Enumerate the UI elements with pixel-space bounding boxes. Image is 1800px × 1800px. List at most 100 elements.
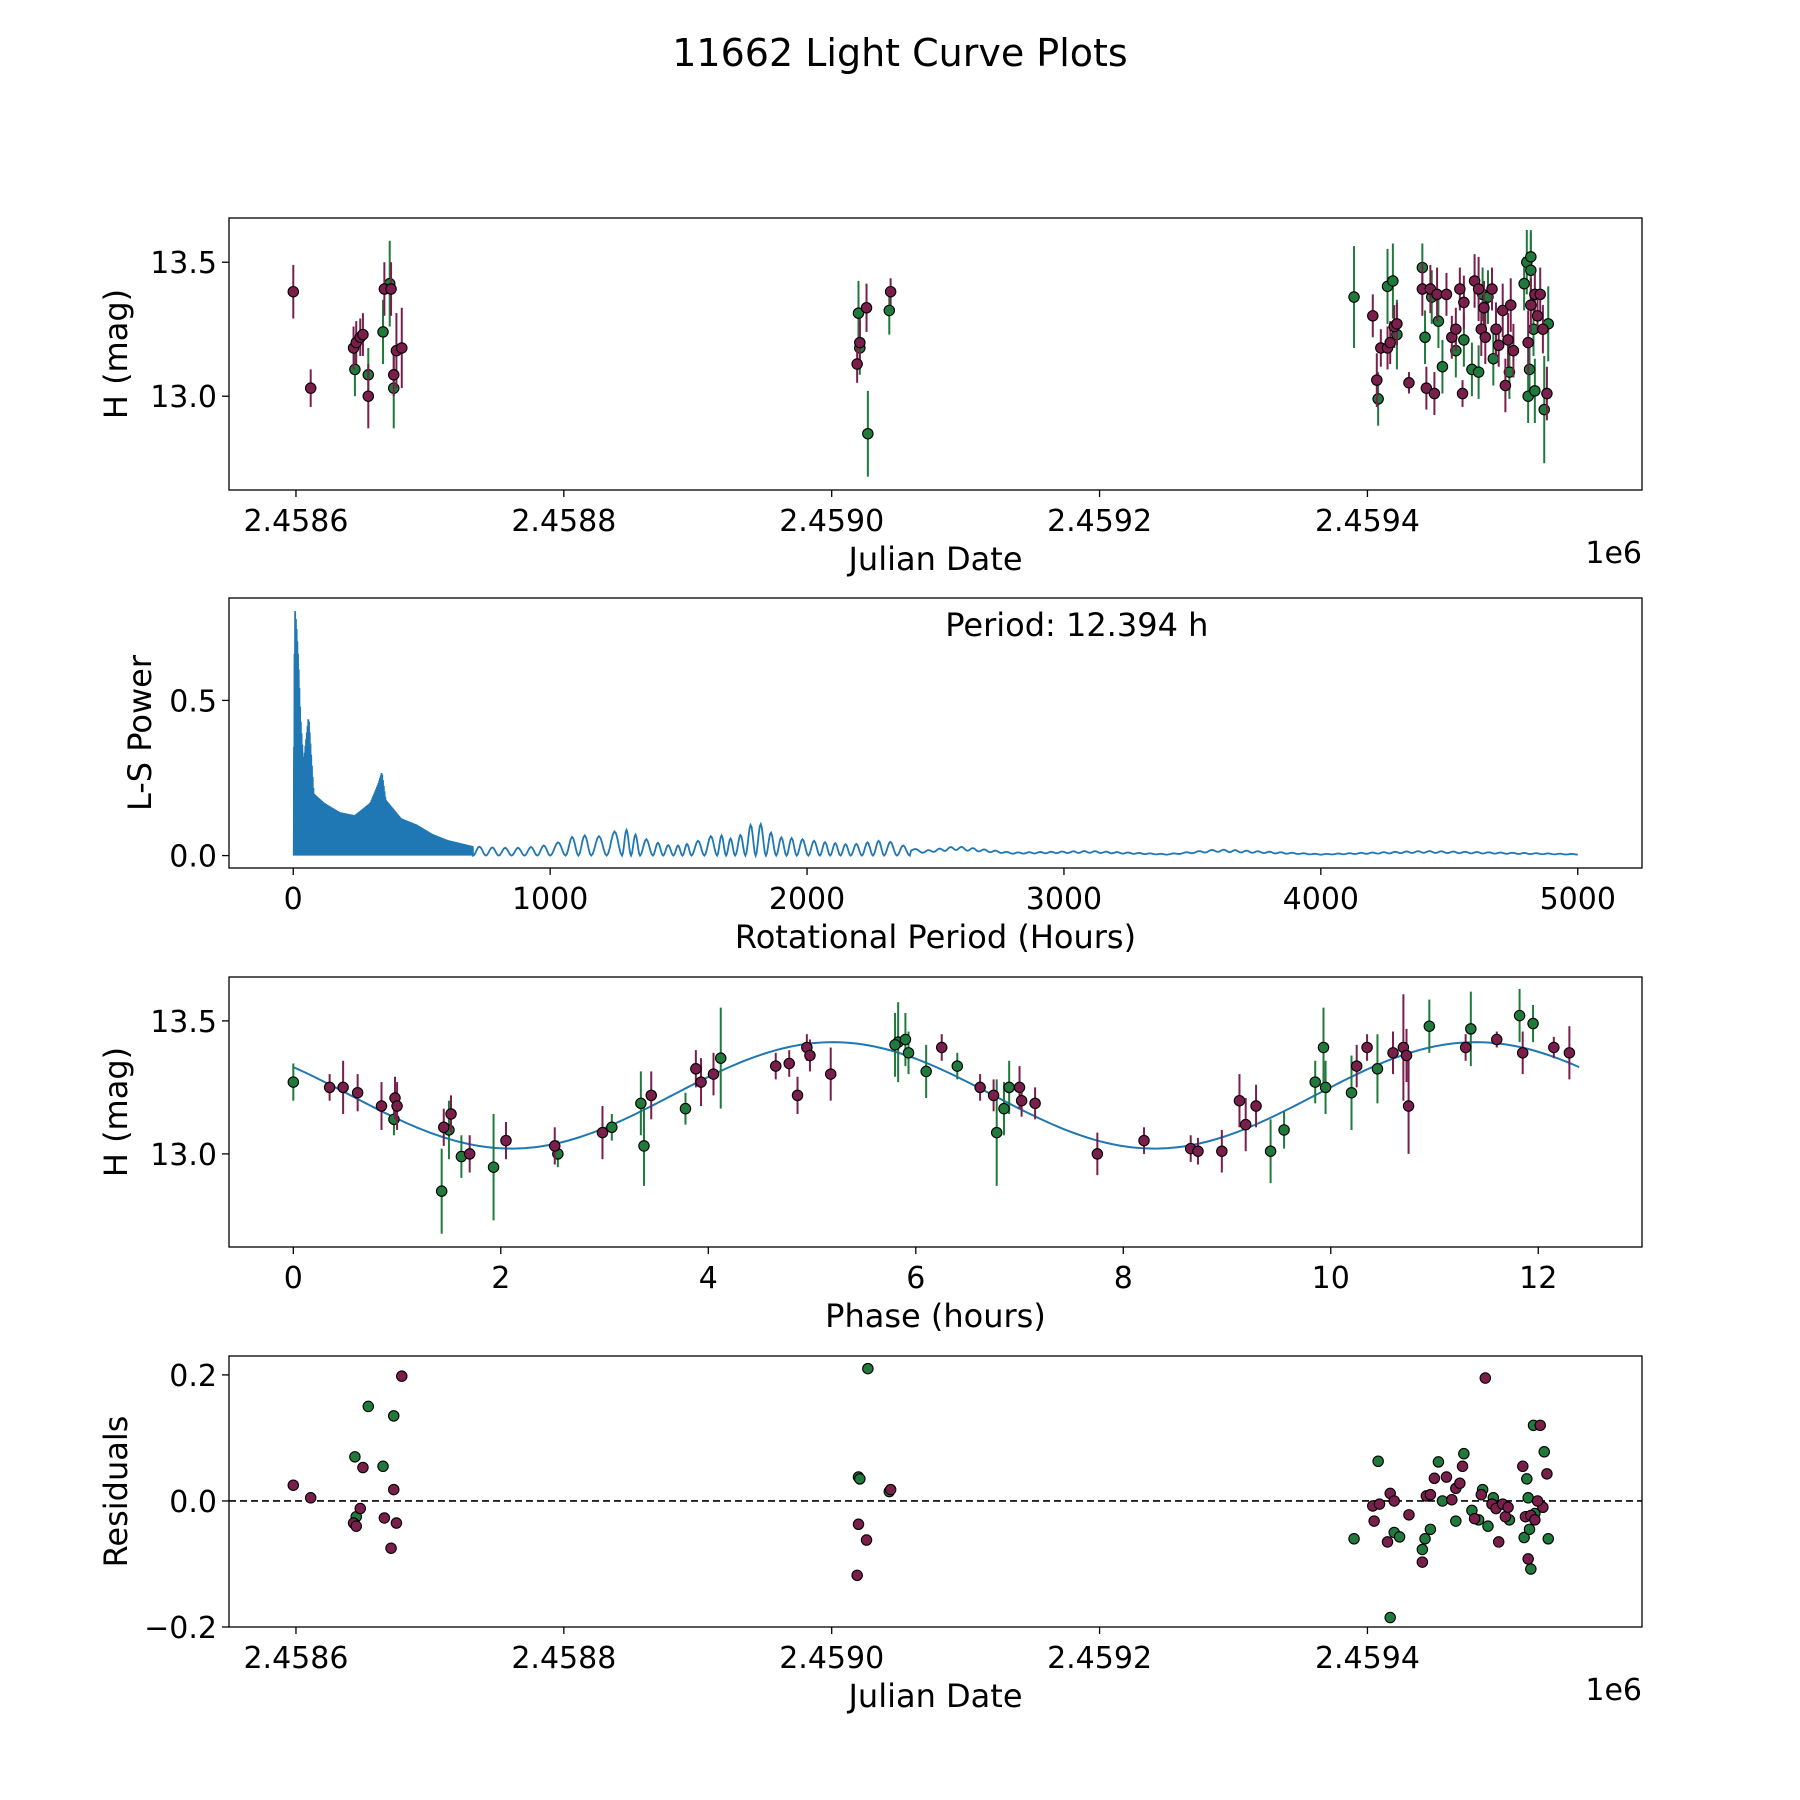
data-point — [349, 1451, 361, 1463]
data-point — [1003, 1081, 1015, 1094]
data-point — [438, 1121, 450, 1134]
data-point — [549, 1140, 561, 1152]
data-point — [1091, 1148, 1104, 1160]
data-point — [1029, 1097, 1041, 1110]
data-point — [990, 1126, 1003, 1139]
data-point — [1534, 288, 1546, 301]
data-point — [1372, 393, 1384, 405]
data-point — [1521, 1473, 1533, 1485]
data-point — [1504, 299, 1517, 311]
data-point — [1537, 323, 1549, 335]
x-tick-label: 2.4586 — [243, 504, 348, 539]
data-point — [1348, 1533, 1360, 1545]
data-point — [304, 382, 317, 394]
data-point — [377, 1460, 389, 1473]
data-point — [1458, 334, 1470, 346]
data-point — [1403, 377, 1415, 389]
data-point — [883, 304, 896, 317]
data-point — [1522, 1553, 1534, 1565]
x-tick-label: 2.4592 — [1047, 504, 1152, 539]
data-point — [1436, 360, 1449, 373]
x-tick-label: 2.4592 — [1047, 1641, 1152, 1676]
data-point — [679, 1102, 692, 1115]
data-point — [304, 1492, 317, 1504]
data-point — [362, 1400, 375, 1413]
data-point — [645, 1089, 657, 1102]
data-point — [1416, 1556, 1429, 1568]
data-point — [1523, 363, 1536, 376]
x-axis-label: Phase (hours) — [825, 1297, 1046, 1335]
x-offset-label: 1e6 — [1585, 536, 1642, 571]
data-point — [1491, 1033, 1503, 1046]
data-point — [1459, 1041, 1472, 1054]
data-point — [1541, 1468, 1553, 1480]
subplot-periodogram: Period: 12.394 h 0 1000 2000 3000 4000 5000 0.0… — [121, 597, 1643, 956]
data-point — [596, 1126, 609, 1139]
data-point — [387, 1483, 400, 1496]
data-point — [852, 1518, 865, 1531]
data-point — [951, 1060, 964, 1072]
data-point — [1454, 283, 1466, 295]
data-point — [1542, 1533, 1554, 1545]
x-tick-label: 2000 — [769, 882, 845, 917]
data-point — [889, 1039, 901, 1051]
data-point — [337, 1081, 349, 1094]
power-line — [292, 611, 1578, 859]
y-tick-label: 0.0 — [169, 1485, 217, 1520]
data-point — [1456, 1460, 1469, 1473]
data-point — [1423, 1020, 1436, 1032]
series-purple — [323, 994, 1576, 1176]
data-point — [1419, 1533, 1431, 1545]
data-point — [1013, 1081, 1026, 1094]
x-tick-label: 4 — [699, 1261, 718, 1296]
data-point — [1361, 1041, 1373, 1054]
data-point — [1531, 1495, 1544, 1507]
data-point — [707, 1068, 720, 1080]
data-point — [1371, 374, 1383, 386]
data-point — [1416, 1543, 1429, 1556]
data-point — [1387, 1047, 1399, 1059]
x-tick-label: 2.4594 — [1315, 1641, 1420, 1676]
data-point — [1507, 344, 1520, 357]
data-point — [1475, 1488, 1488, 1501]
data-point — [1250, 1100, 1262, 1112]
data-point — [854, 336, 866, 349]
data-point — [1563, 1047, 1576, 1059]
x-tick-label: 10 — [1312, 1261, 1350, 1296]
y-tick-label: −0.2 — [144, 1611, 217, 1646]
data-point — [396, 342, 408, 354]
data-point — [1402, 1100, 1415, 1112]
data-point — [1529, 385, 1541, 397]
data-point — [463, 1148, 476, 1160]
data-point — [920, 1065, 932, 1078]
data-point — [635, 1097, 647, 1110]
data-point — [974, 1081, 986, 1094]
data-point — [1393, 1531, 1406, 1543]
data-point — [1499, 1510, 1512, 1523]
data-point — [1367, 310, 1379, 322]
data-point — [899, 1033, 912, 1046]
plot-area — [229, 1362, 1642, 1624]
data-point — [1216, 1145, 1228, 1157]
data-point — [1486, 283, 1498, 295]
data-point — [1420, 382, 1433, 394]
series-purple — [287, 254, 1553, 429]
data-point — [852, 307, 865, 319]
data-point — [385, 1542, 397, 1554]
data-point — [1516, 1047, 1529, 1059]
axes-frame — [228, 976, 1643, 1248]
data-point — [1450, 1515, 1462, 1527]
x-tick-label: 2.4594 — [1315, 504, 1420, 539]
x-tick-label: 4000 — [1283, 882, 1359, 917]
data-point — [357, 328, 369, 341]
data-point — [1239, 1118, 1252, 1131]
data-point — [1368, 1515, 1380, 1527]
data-point — [1490, 323, 1502, 335]
data-point — [638, 1140, 650, 1152]
y-axis-label: H (mag) — [97, 289, 135, 419]
data-point — [862, 1362, 874, 1375]
data-point — [445, 1108, 457, 1120]
data-point — [862, 427, 874, 440]
data-point — [1478, 302, 1490, 314]
x-tick-label: 2.4590 — [779, 504, 884, 539]
